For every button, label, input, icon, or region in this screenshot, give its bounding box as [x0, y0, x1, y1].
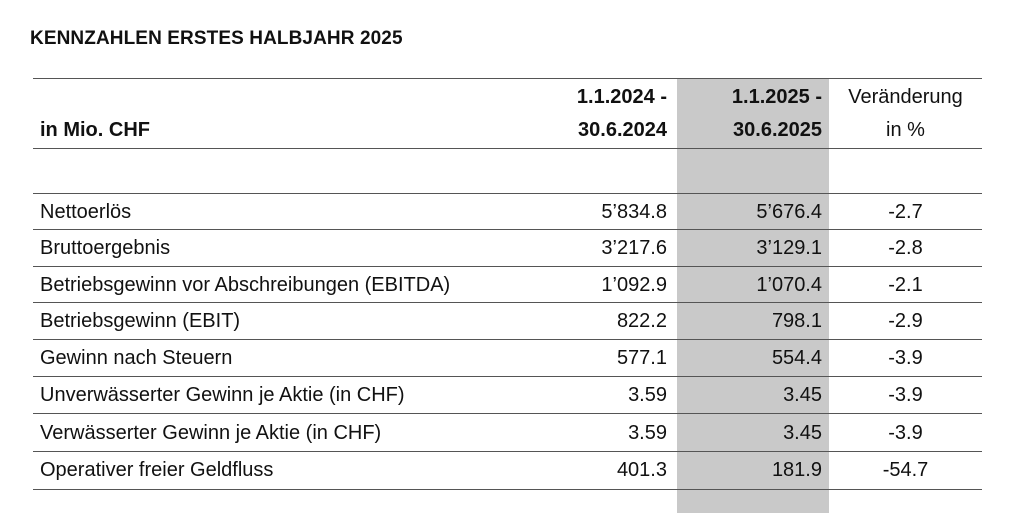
value-2025: 554.4	[771, 347, 822, 369]
value-2025: 181.9	[771, 459, 822, 481]
change-percent: -2.1	[888, 274, 923, 296]
row-label: Verwässerter Gewinn je Aktie (in CHF)	[40, 422, 382, 444]
table-row-rule	[33, 229, 982, 230]
change-percent: -2.9	[888, 310, 923, 332]
column-header-change-unit: in %	[886, 119, 925, 141]
change-percent: -2.8	[888, 237, 923, 259]
document-title: KENNZAHLEN ERSTES HALBJAHR 2025	[30, 28, 403, 49]
table-row-rule	[33, 193, 982, 194]
value-2024: 3.59	[628, 384, 667, 406]
value-2024: 577.1	[616, 347, 667, 369]
table-row-rule	[33, 339, 982, 340]
table-row-rule	[33, 266, 982, 267]
column-header-2024-end: 30.6.2024	[578, 119, 667, 141]
change-percent: -2.7	[888, 201, 923, 223]
table-bottom-rule	[33, 489, 982, 490]
row-label: Bruttoergebnis	[40, 237, 171, 259]
table-row-rule	[33, 451, 982, 452]
table-row-rule	[33, 413, 982, 414]
row-label: Betriebsgewinn vor Abschreibungen (EBITD…	[40, 274, 451, 296]
table-top-rule	[33, 78, 982, 79]
value-2025: 3.45	[783, 422, 822, 444]
table-row-rule	[33, 302, 982, 303]
value-2025: 3’129.1	[756, 237, 822, 259]
column-header-2025-end: 30.6.2025	[733, 119, 822, 141]
value-2024: 1’092.9	[601, 274, 667, 296]
value-2024: 401.3	[616, 459, 667, 481]
value-2024: 5’834.8	[601, 201, 667, 223]
change-percent: -3.9	[888, 347, 923, 369]
current-period-highlight	[677, 78, 829, 513]
column-header-2024-start: 1.1.2024 -	[576, 86, 667, 108]
change-percent: -54.7	[882, 459, 929, 481]
row-label: Gewinn nach Steuern	[40, 347, 233, 369]
value-2025: 3.45	[783, 384, 822, 406]
row-label: Betriebsgewinn (EBIT)	[40, 310, 241, 332]
value-2025: 798.1	[771, 310, 822, 332]
table-row-rule	[33, 376, 982, 377]
change-percent: -3.9	[888, 422, 923, 444]
unit-header: in Mio. CHF	[40, 119, 150, 141]
value-2025: 1’070.4	[756, 274, 822, 296]
row-label: Operativer freier Geldfluss	[40, 459, 274, 481]
value-2024: 3’217.6	[601, 237, 667, 259]
row-label: Unverwässerter Gewinn je Aktie (in CHF)	[40, 384, 405, 406]
column-header-2025-start: 1.1.2025 -	[731, 86, 822, 108]
header-bottom-rule	[33, 148, 982, 149]
change-percent: -3.9	[888, 384, 923, 406]
column-header-change: Veränderung	[848, 86, 963, 108]
value-2025: 5’676.4	[756, 201, 822, 223]
value-2024: 822.2	[616, 310, 667, 332]
value-2024: 3.59	[628, 422, 667, 444]
row-label: Nettoerlös	[40, 201, 132, 223]
